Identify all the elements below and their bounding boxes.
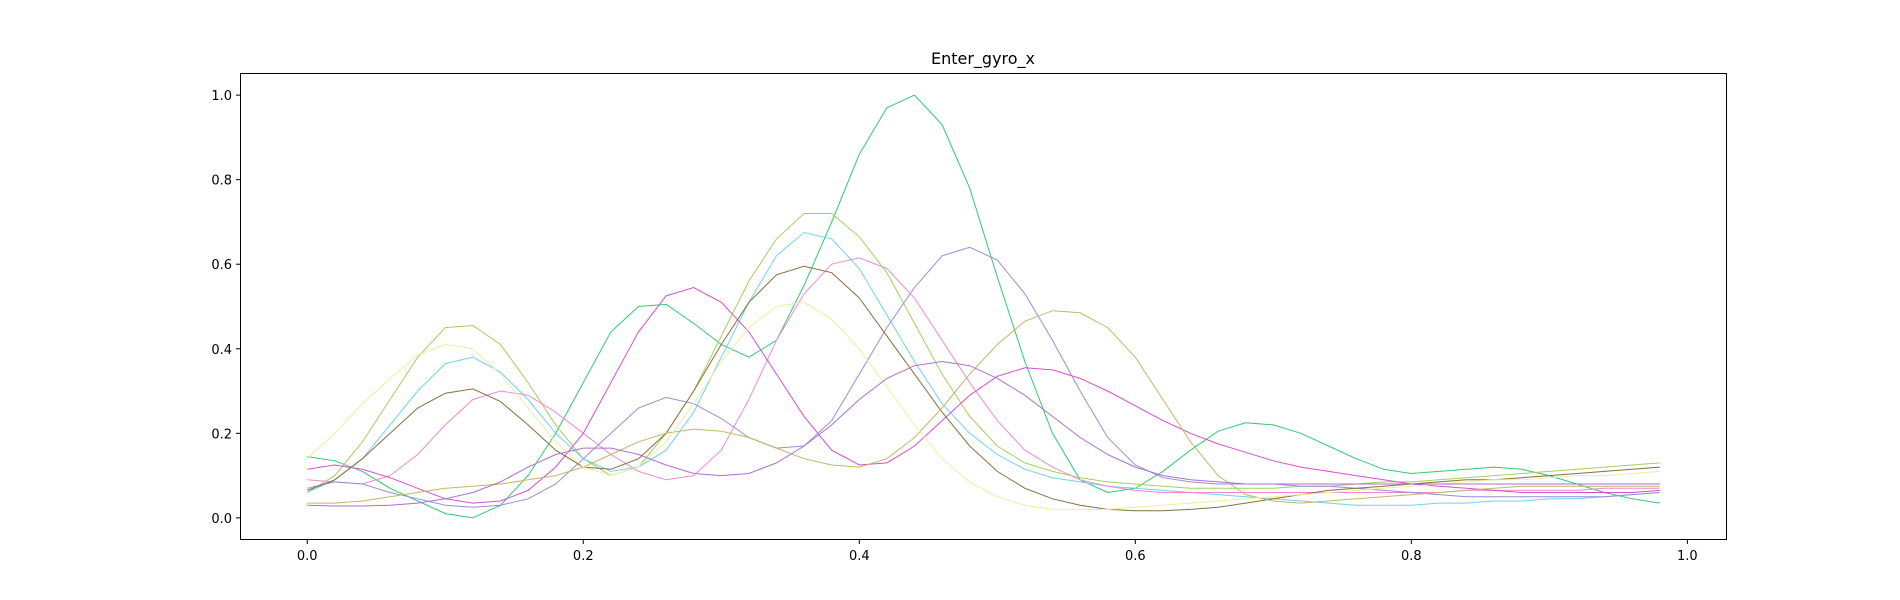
y-tick-label: 0.6: [211, 258, 232, 273]
x-tick-label: 0.2: [573, 549, 594, 564]
series-line-3: [306, 231, 1660, 506]
y-tick-label: 1.0: [211, 89, 232, 104]
plot-frame: [240, 73, 1727, 540]
x-tick-label: 0.8: [1401, 549, 1422, 564]
series-line-6: [307, 246, 1660, 508]
chart-title: Enter_gyro_x: [931, 49, 1035, 69]
y-tick-label: 0.0: [211, 512, 232, 527]
series-line-2: [306, 213, 1660, 493]
x-tick-label: 1.0: [1677, 549, 1698, 564]
x-tick-label: 0.0: [297, 549, 318, 564]
series-line-1: [307, 94, 1660, 519]
series-layer: [306, 94, 1660, 519]
y-tick-label: 0.4: [211, 343, 232, 358]
x-axis: 0.0 0.2 0.4 0.6 0.8 1.0: [297, 539, 1698, 564]
x-tick-label: 0.6: [1125, 549, 1146, 564]
x-tick-label: 0.4: [849, 549, 870, 564]
y-tick-label: 0.8: [211, 174, 232, 189]
series-line-7: [307, 265, 1660, 512]
y-tick-label: 0.2: [211, 427, 232, 442]
series-line-5: [307, 286, 1660, 504]
series-line-8: [307, 310, 1660, 504]
y-axis: 0.0 0.2 0.4 0.6 0.8 1.0: [211, 89, 241, 527]
series-line-10: [307, 360, 1660, 507]
